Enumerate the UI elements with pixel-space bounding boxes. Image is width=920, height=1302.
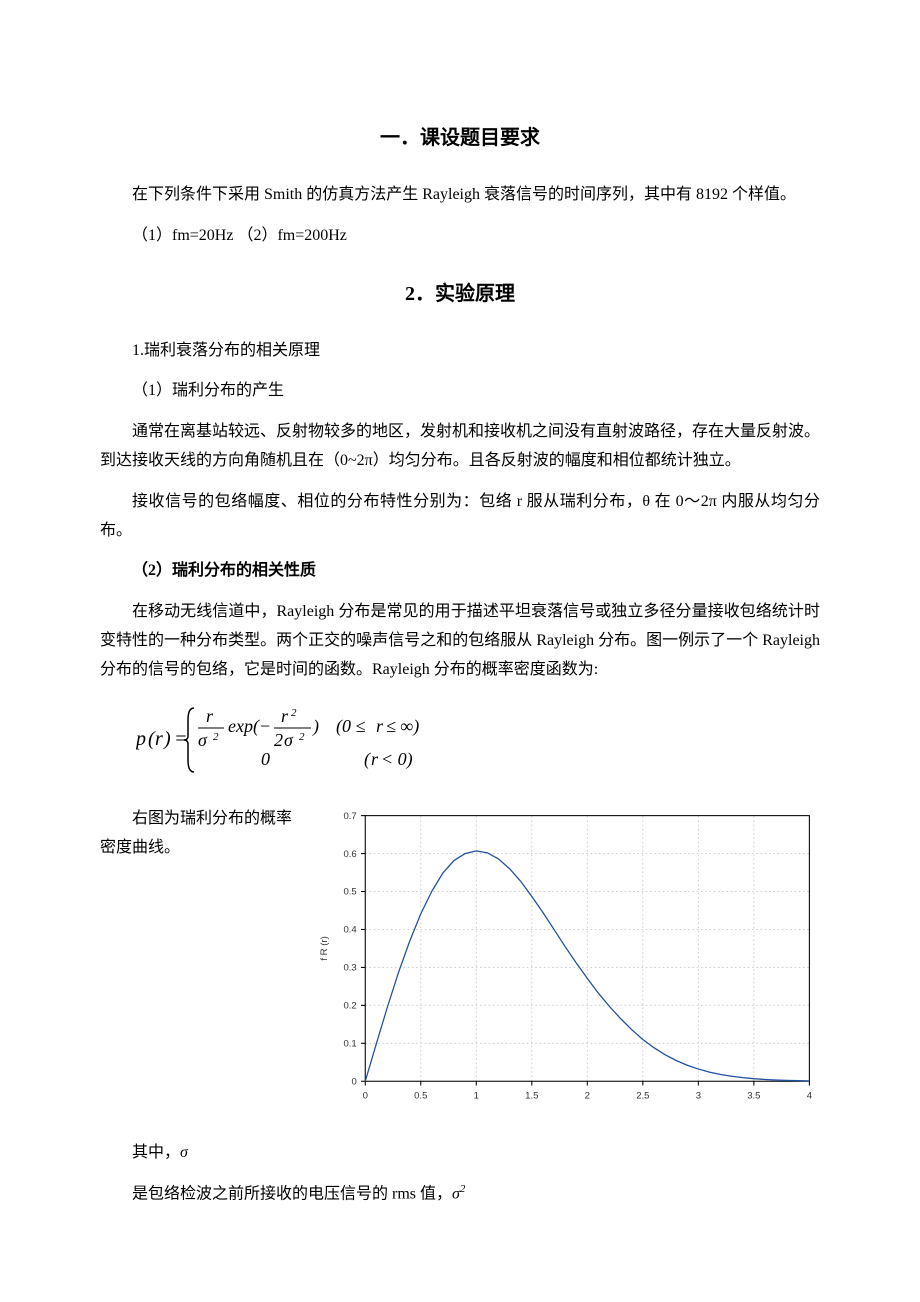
svg-text:0.3: 0.3 xyxy=(343,963,356,974)
section2-sub2: （1）瑞利分布的产生 xyxy=(100,377,820,406)
section2-sub3: （2）瑞利分布的相关性质 xyxy=(100,557,820,586)
section2-heading: 2．实验原理 xyxy=(100,276,820,312)
svg-text:1.5: 1.5 xyxy=(525,1090,538,1101)
svg-text:σ: σ xyxy=(284,730,294,750)
bottom-p2: 是包络检波之前所接收的电压信号的 rms 值，σ2 xyxy=(100,1180,820,1209)
svg-text:0.5: 0.5 xyxy=(414,1090,427,1101)
svg-text:0.6: 0.6 xyxy=(343,849,356,860)
rayleigh-pdf-formula: p ( r ) = r σ 2 exp(− r 2 2 σ 2 ) (0 ≤ r… xyxy=(100,700,820,790)
svg-text:=: = xyxy=(174,728,188,750)
svg-text:r: r xyxy=(281,706,289,726)
svg-text:2: 2 xyxy=(291,707,297,719)
svg-text:): ) xyxy=(312,716,319,737)
section2-p2: 接收信号的包络幅度、相位的分布特性分别为：包络 r 服从瑞利分布，θ 在 0～2… xyxy=(100,488,820,546)
section1-heading: 一．课设题目要求 xyxy=(100,120,820,156)
chart-svg: 0 0.5 1 1.5 2 2.5 3 3.5 4 0 0.1 0.2 0.3 0.4 0.5 0.6 0.7 f… xyxy=(310,805,820,1113)
svg-text:1: 1 xyxy=(474,1090,479,1101)
svg-text:4: 4 xyxy=(807,1090,813,1101)
bottom-p1: 其中，σ xyxy=(100,1139,820,1168)
chart-caption: 右图为瑞利分布的概率密度曲线。 xyxy=(100,805,300,1124)
bottom-p1-prefix: 其中， xyxy=(132,1144,180,1161)
svg-text:): ) xyxy=(163,728,171,750)
svg-text:r: r xyxy=(206,706,214,726)
svg-text:r: r xyxy=(371,749,379,769)
svg-text:0: 0 xyxy=(351,1076,356,1087)
svg-text:0.4: 0.4 xyxy=(343,925,357,936)
svg-text:r: r xyxy=(376,716,384,736)
svg-text:σ: σ xyxy=(198,730,208,750)
sigma-symbol: σ xyxy=(180,1144,188,1161)
section1-p2: （1）fm=20Hz （2）fm=200Hz xyxy=(100,222,820,251)
svg-text:2: 2 xyxy=(299,731,305,743)
svg-text:(: ( xyxy=(364,749,371,770)
svg-text:2: 2 xyxy=(274,730,283,750)
sigma-exponent: 2 xyxy=(460,1183,466,1195)
bottom-p2-prefix: 是包络检波之前所接收的电压信号的 rms 值， xyxy=(132,1185,452,1202)
svg-text:f R (r): f R (r) xyxy=(319,936,330,960)
svg-text:0: 0 xyxy=(363,1090,368,1101)
svg-text:3.5: 3.5 xyxy=(747,1090,760,1101)
sigma-squared-symbol: σ xyxy=(452,1185,460,1202)
formula-svg: p ( r ) = r σ 2 exp(− r 2 2 σ 2 ) (0 ≤ r… xyxy=(136,700,476,780)
section1-p1: 在下列条件下采用 Smith 的仿真方法产生 Rayleigh 衰落信号的时间序… xyxy=(100,181,820,210)
svg-text:exp(−: exp(− xyxy=(228,716,271,737)
svg-text:(0 ≤: (0 ≤ xyxy=(336,716,365,737)
section2-p3: 在移动无线信道中，Rayleigh 分布是常见的用于描述平坦衰落信号或独立多径分… xyxy=(100,598,820,684)
svg-text:3: 3 xyxy=(696,1090,701,1101)
svg-text:p: p xyxy=(136,728,146,750)
rayleigh-pdf-chart: 0 0.5 1 1.5 2 2.5 3 3.5 4 0 0.1 0.2 0.3 0.4 0.5 0.6 0.7 f… xyxy=(310,805,820,1124)
svg-text:0.5: 0.5 xyxy=(343,887,356,898)
section2-p1: 通常在离基站较远、反射物较多的地区，发射机和接收机之间没有直射波路径，存在大量反… xyxy=(100,418,820,476)
svg-text:0.2: 0.2 xyxy=(343,1000,356,1011)
svg-text:≤ ∞): ≤ ∞) xyxy=(386,716,419,737)
svg-text:0: 0 xyxy=(261,749,270,769)
svg-text:0.1: 0.1 xyxy=(343,1038,356,1049)
svg-text:2.5: 2.5 xyxy=(636,1090,649,1101)
svg-text:2: 2 xyxy=(585,1090,590,1101)
svg-text:< 0): < 0) xyxy=(381,749,413,770)
svg-text:0.7: 0.7 xyxy=(343,811,356,822)
section2-sub1: 1.瑞利衰落分布的相关原理 xyxy=(100,337,820,366)
svg-text:2: 2 xyxy=(213,731,219,743)
svg-text:r: r xyxy=(155,728,163,750)
